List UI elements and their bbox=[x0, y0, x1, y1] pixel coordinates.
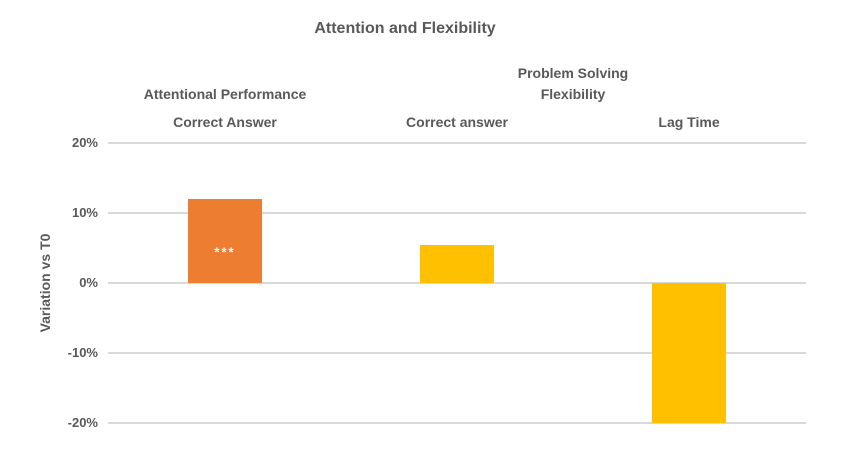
group-label: Problem Solving Flexibility bbox=[518, 63, 628, 105]
y-tick-label: 20% bbox=[71, 135, 98, 150]
group-label-line: Flexibility bbox=[540, 86, 606, 102]
group-label-line: Attentional Performance bbox=[143, 86, 307, 102]
y-tick-label: 0% bbox=[79, 275, 98, 290]
group-label: Attentional Performance bbox=[144, 84, 307, 105]
bar-correct-answer bbox=[188, 199, 262, 283]
y-tick-label: -20% bbox=[67, 415, 98, 430]
y-tick-label: 10% bbox=[71, 205, 98, 220]
category-label: Lag Time bbox=[658, 114, 720, 130]
bar-lag-time bbox=[652, 283, 726, 423]
chart-title: Attention and Flexibility bbox=[314, 20, 496, 37]
bar-correct-answer bbox=[420, 245, 494, 283]
gridline bbox=[108, 282, 806, 284]
gridline bbox=[108, 352, 806, 354]
gridline bbox=[108, 212, 806, 214]
group-label-line: Problem Solving bbox=[517, 65, 629, 81]
category-label: Correct answer bbox=[406, 114, 508, 130]
category-label: Correct Answer bbox=[173, 114, 277, 130]
gridline bbox=[108, 422, 806, 424]
y-tick-label: -10% bbox=[67, 345, 98, 360]
significance-annotation: *** bbox=[214, 244, 236, 260]
gridline bbox=[108, 142, 806, 144]
